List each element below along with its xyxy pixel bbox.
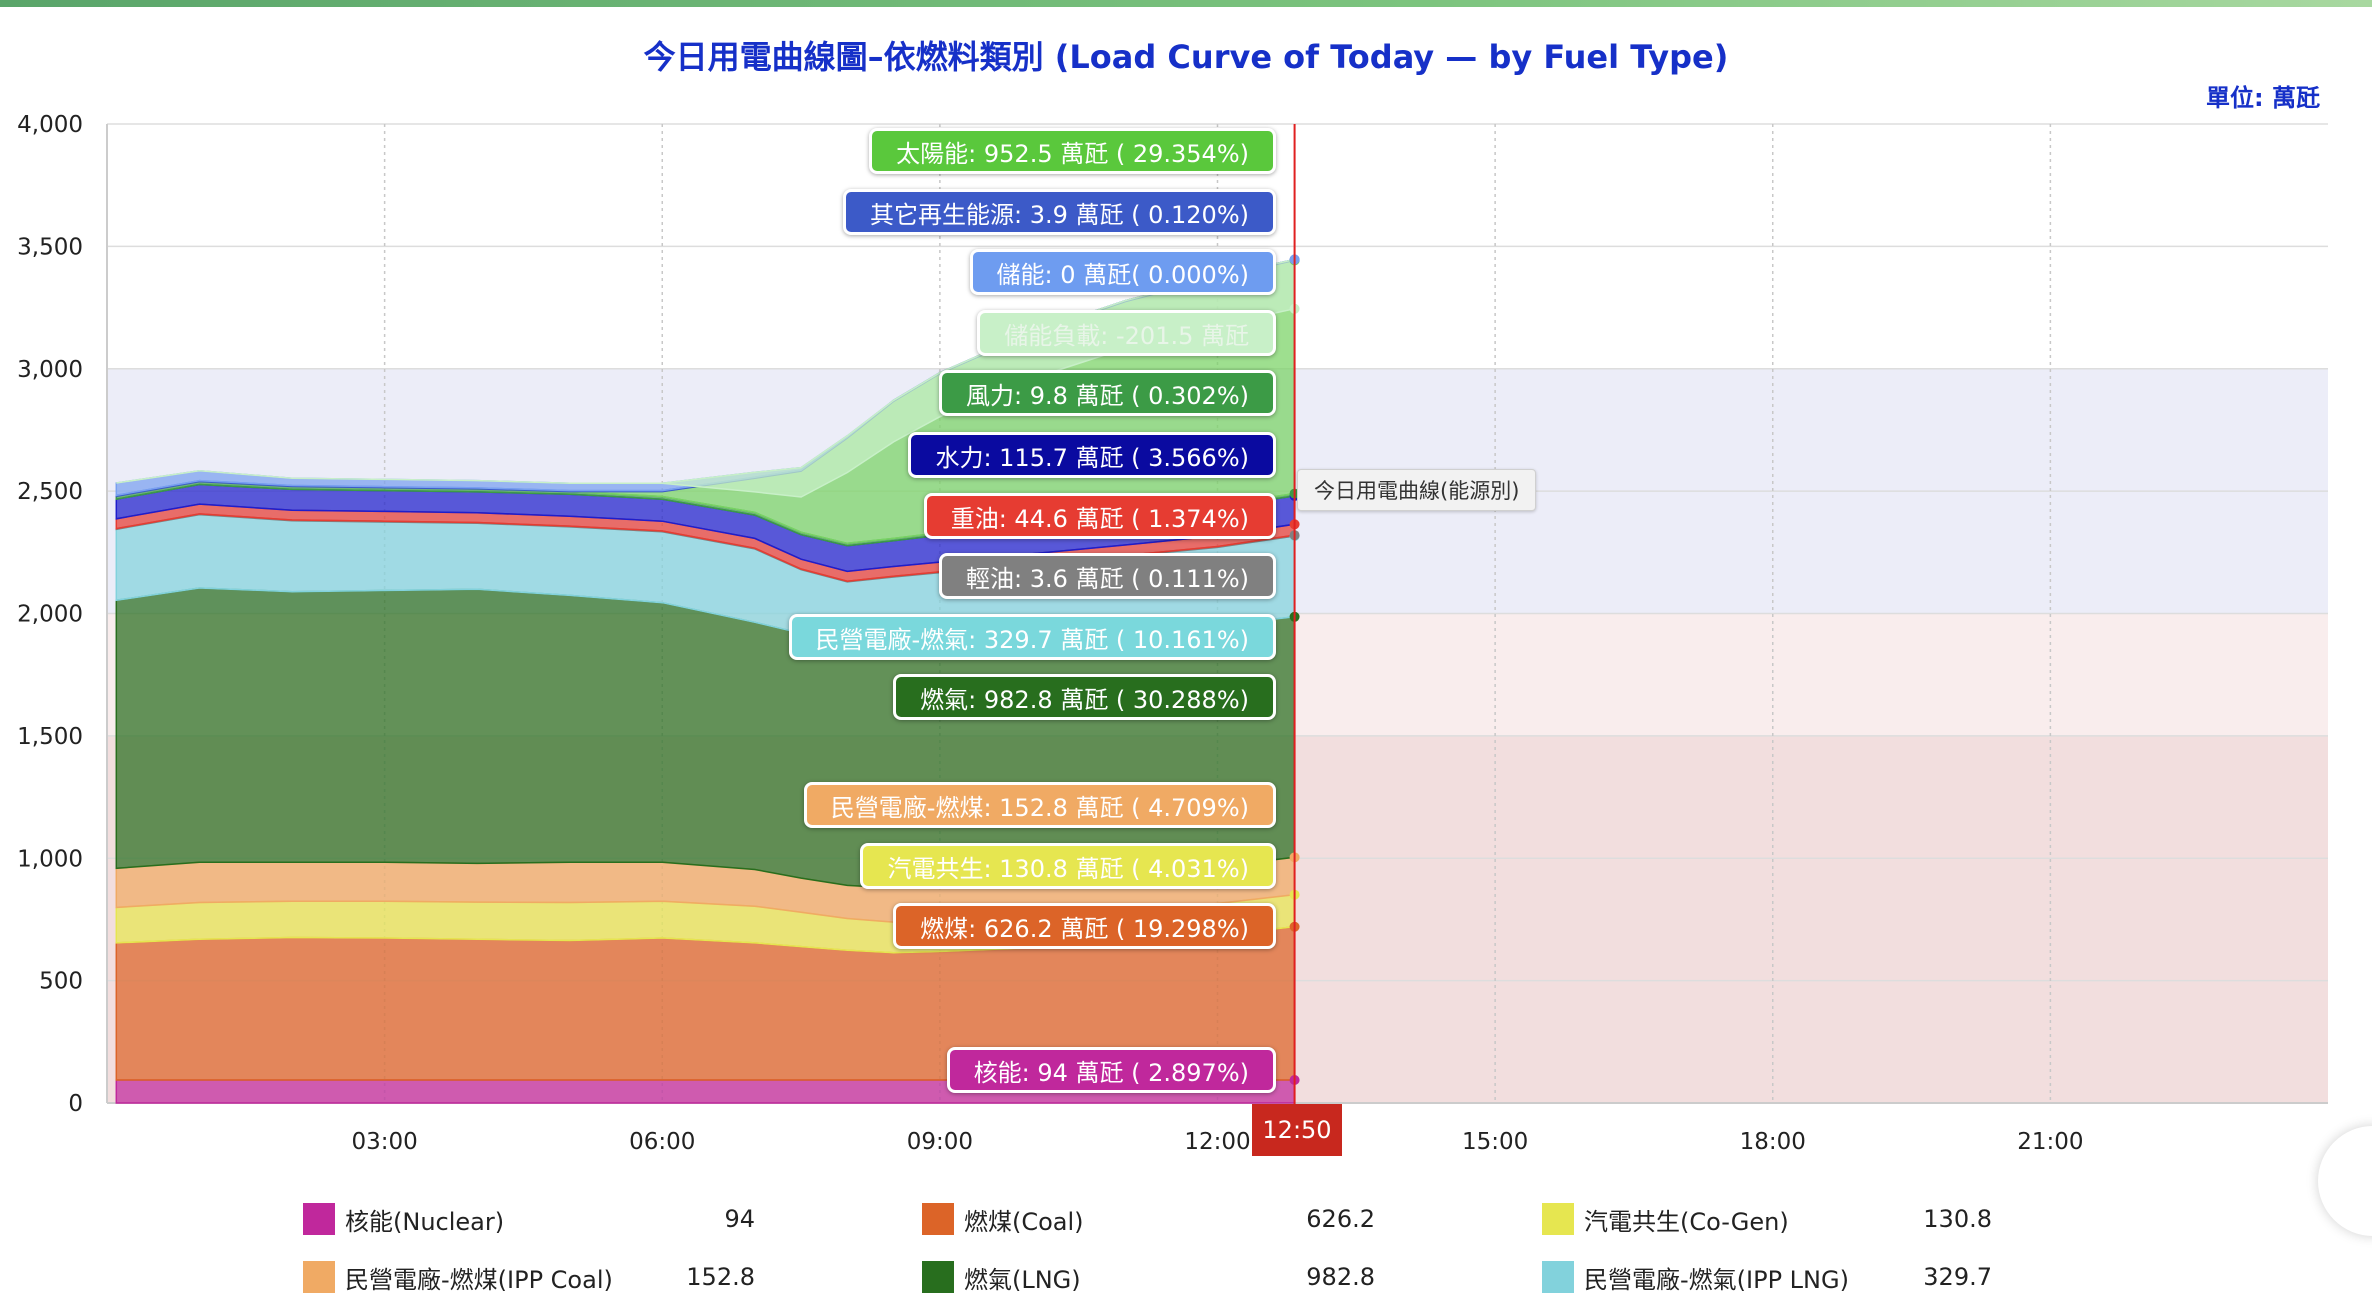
legend-item[interactable]: 民營電廠-燃氣(IPP LNG) [1542,1259,1849,1295]
legend-item[interactable]: 燃煤(Coal) [922,1201,1084,1237]
y-tick-label: 1,500 [17,724,83,750]
legend-item[interactable]: 民營電廠-燃煤(IPP Coal) [303,1259,613,1295]
tooltip-item: 核能: 94 萬瓩 ( 2.897%) [946,1047,1276,1093]
x-tick-label: 15:00 [1462,1129,1528,1155]
top-accent-bar [0,0,2372,7]
legend-value: 329.7 [1923,1263,1992,1291]
x-tick-label: 06:00 [629,1129,695,1155]
x-tick-label: 21:00 [2017,1129,2083,1155]
legend-value: 130.8 [1923,1205,1992,1233]
legend-swatch [922,1261,954,1293]
tooltip-item: 儲能負載: -201.5 萬瓩 [977,310,1276,356]
tooltip-item: 民營電廠-燃煤: 152.8 萬瓩 ( 4.709%) [803,782,1276,828]
y-tick-label: 500 [39,969,83,995]
legend-item[interactable]: 核能(Nuclear) [303,1201,504,1237]
legend-item[interactable]: 燃氣(LNG) [922,1259,1081,1295]
legend-label: 民營電廠-燃氣(IPP LNG) [1584,1265,1849,1294]
tooltip-item: 水力: 115.7 萬瓩 ( 3.566%) [908,432,1276,478]
legend-value: 626.2 [1306,1205,1375,1233]
legend-label: 燃氣(LNG) [964,1265,1081,1294]
tooltip-item: 太陽能: 952.5 萬瓩 ( 29.354%) [869,128,1276,174]
legend-swatch [303,1203,335,1235]
legend-value: 152.8 [686,1263,755,1291]
tooltip-item: 其它再生能源: 3.9 萬瓩 ( 0.120%) [842,189,1276,235]
legend-swatch [922,1203,954,1235]
legend-label: 汽電共生(Co-Gen) [1584,1207,1789,1236]
chart-title: 今日用電曲線圖–依燃料類別 (Load Curve of Today — by … [643,38,1729,76]
tooltip-item: 汽電共生: 130.8 萬瓩 ( 4.031%) [860,843,1276,889]
x-tick-label: 03:00 [351,1129,417,1155]
y-tick-label: 0 [68,1091,83,1117]
legend-label: 民營電廠-燃煤(IPP Coal) [345,1265,613,1294]
legend-label: 燃煤(Coal) [964,1207,1084,1236]
y-tick-label: 1,000 [17,846,83,872]
legend-swatch [1542,1261,1574,1293]
y-tick-label: 2,500 [17,479,83,505]
series-name-tag: 今日用電曲線(能源別) [1297,469,1537,511]
legend-value: 982.8 [1306,1263,1375,1291]
legend-value: 94 [724,1205,755,1233]
tooltip-item: 燃煤: 626.2 萬瓩 ( 19.298%) [893,903,1276,949]
legend-swatch [1542,1203,1574,1235]
y-tick-label: 3,000 [17,357,83,383]
legend-label: 核能(Nuclear) [345,1207,505,1236]
tooltip-item: 重油: 44.6 萬瓩 ( 1.374%) [923,493,1276,539]
x-tick-label: 18:00 [1740,1129,1806,1155]
tooltip-item: 燃氣: 982.8 萬瓩 ( 30.288%) [893,674,1276,720]
legend-item[interactable]: 汽電共生(Co-Gen) [1542,1201,1789,1237]
y-tick-label: 4,000 [17,112,83,138]
tooltip-item: 儲能: 0 萬瓩( 0.000%) [969,249,1276,295]
unit-label: 單位: 萬瓩 [2206,84,2320,112]
y-tick-label: 3,500 [17,234,83,260]
x-tick-label: 09:00 [907,1129,973,1155]
tooltip-item: 輕油: 3.6 萬瓩 ( 0.111%) [938,553,1276,599]
x-tick-label: 12:00 [1184,1129,1250,1155]
legend-swatch [303,1261,335,1293]
tooltip-item: 風力: 9.8 萬瓩 ( 0.302%) [938,370,1276,416]
y-tick-label: 2,000 [17,602,83,628]
tooltip-item: 民營電廠-燃氣: 329.7 萬瓩 ( 10.161%) [788,614,1276,660]
cursor-time-badge: 12:50 [1252,1104,1342,1156]
